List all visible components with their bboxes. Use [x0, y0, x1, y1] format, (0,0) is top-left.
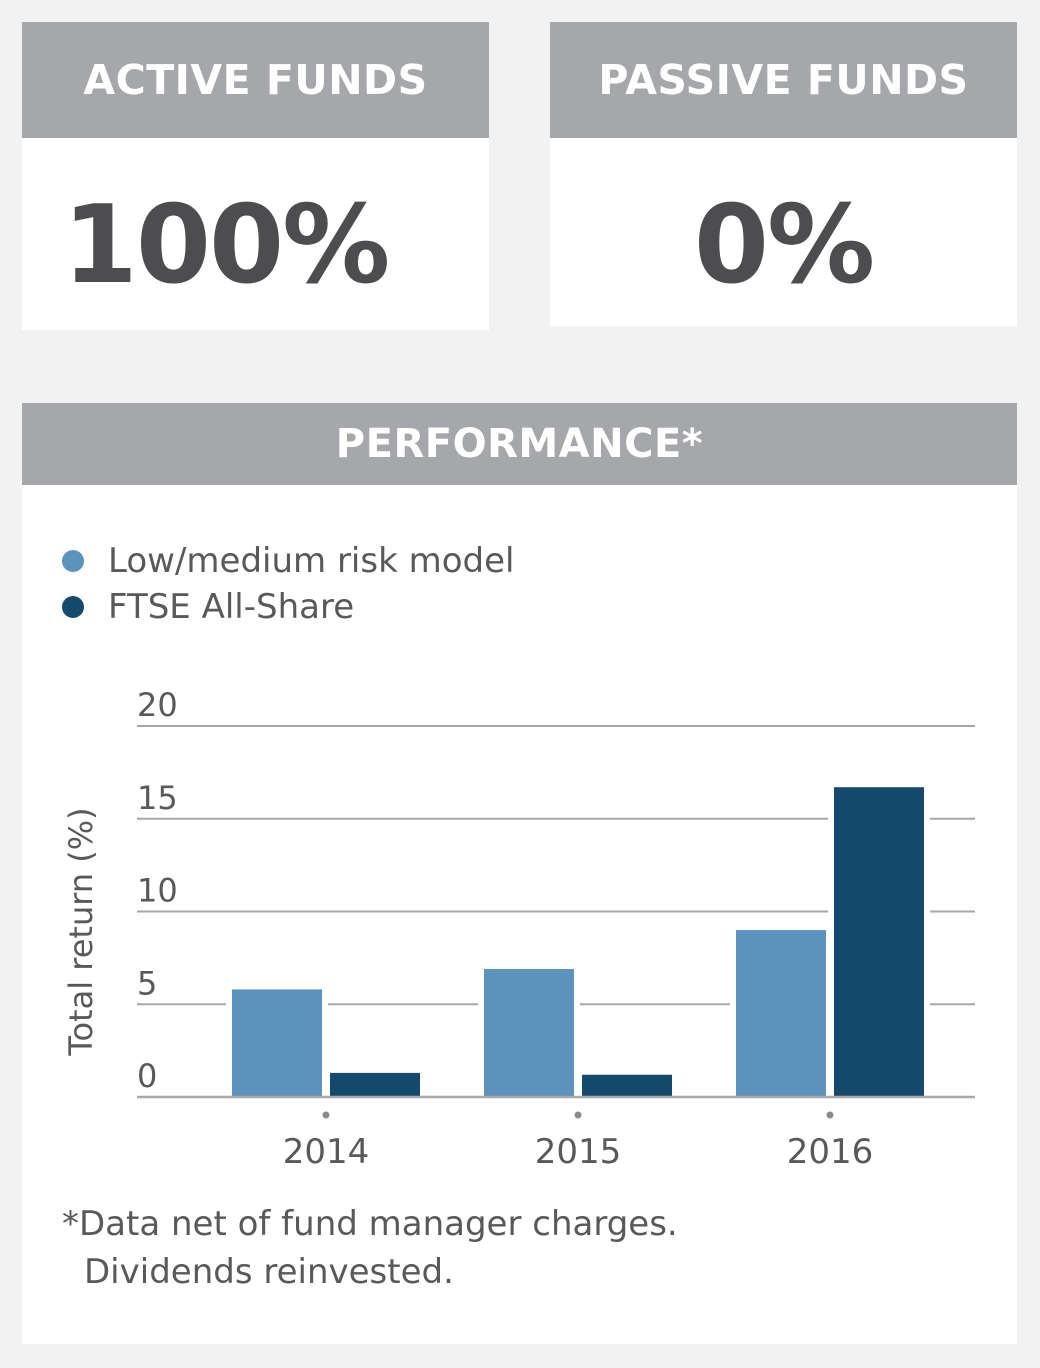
- active-funds-value: 100%: [62, 183, 391, 308]
- legend-label-low-medium: Low/medium risk model: [108, 541, 515, 581]
- x-tick-mark: [574, 1111, 582, 1119]
- footnote-line-1: *Data net of fund manager charges.: [62, 1204, 678, 1244]
- passive-funds-value: 0%: [693, 183, 875, 308]
- bar-low-medium-2014: [232, 989, 322, 1097]
- x-tick-mark: [322, 1111, 330, 1119]
- bar-ftse-2015: [582, 1074, 672, 1097]
- x-tick-label: 2016: [787, 1132, 874, 1172]
- x-tick-label: 2014: [283, 1132, 370, 1172]
- performance-card: PERFORMANCE* Low/medium risk model FTSE …: [22, 403, 1017, 1344]
- y-axis-title: Total return (%): [62, 807, 100, 1056]
- bar-low-medium-2016: [736, 930, 826, 1097]
- y-tick-label: 20: [137, 686, 178, 724]
- y-tick-label: 0: [137, 1057, 157, 1095]
- legend-item-low-medium: Low/medium risk model: [62, 541, 514, 581]
- performance-title: PERFORMANCE*: [22, 403, 1017, 485]
- y-tick-label: 10: [137, 872, 178, 910]
- x-tick-label: 2015: [535, 1132, 622, 1172]
- passive-funds-card: PASSIVE FUNDS 0%: [550, 22, 1017, 326]
- bar-ftse-2014: [330, 1072, 420, 1097]
- passive-funds-title: PASSIVE FUNDS: [550, 22, 1017, 138]
- bar-ftse-2016: [834, 787, 924, 1097]
- bar-chart: 0 5 10 15 20 Total return (%) 2014 2015 2016: [62, 686, 975, 1172]
- x-tick-mark: [826, 1111, 834, 1119]
- active-funds-card: ACTIVE FUNDS 100%: [22, 22, 489, 330]
- footnote-line-2: Dividends reinvested.: [84, 1252, 454, 1292]
- y-tick-label: 15: [137, 779, 178, 817]
- legend-label-ftse: FTSE All-Share: [108, 587, 355, 627]
- bar-low-medium-2015: [484, 969, 574, 1097]
- y-tick-label: 5: [137, 964, 157, 1002]
- legend-swatch-low-medium: [62, 550, 84, 572]
- legend-item-ftse: FTSE All-Share: [62, 587, 354, 627]
- legend-swatch-ftse: [62, 596, 84, 618]
- active-funds-title: ACTIVE FUNDS: [22, 22, 489, 138]
